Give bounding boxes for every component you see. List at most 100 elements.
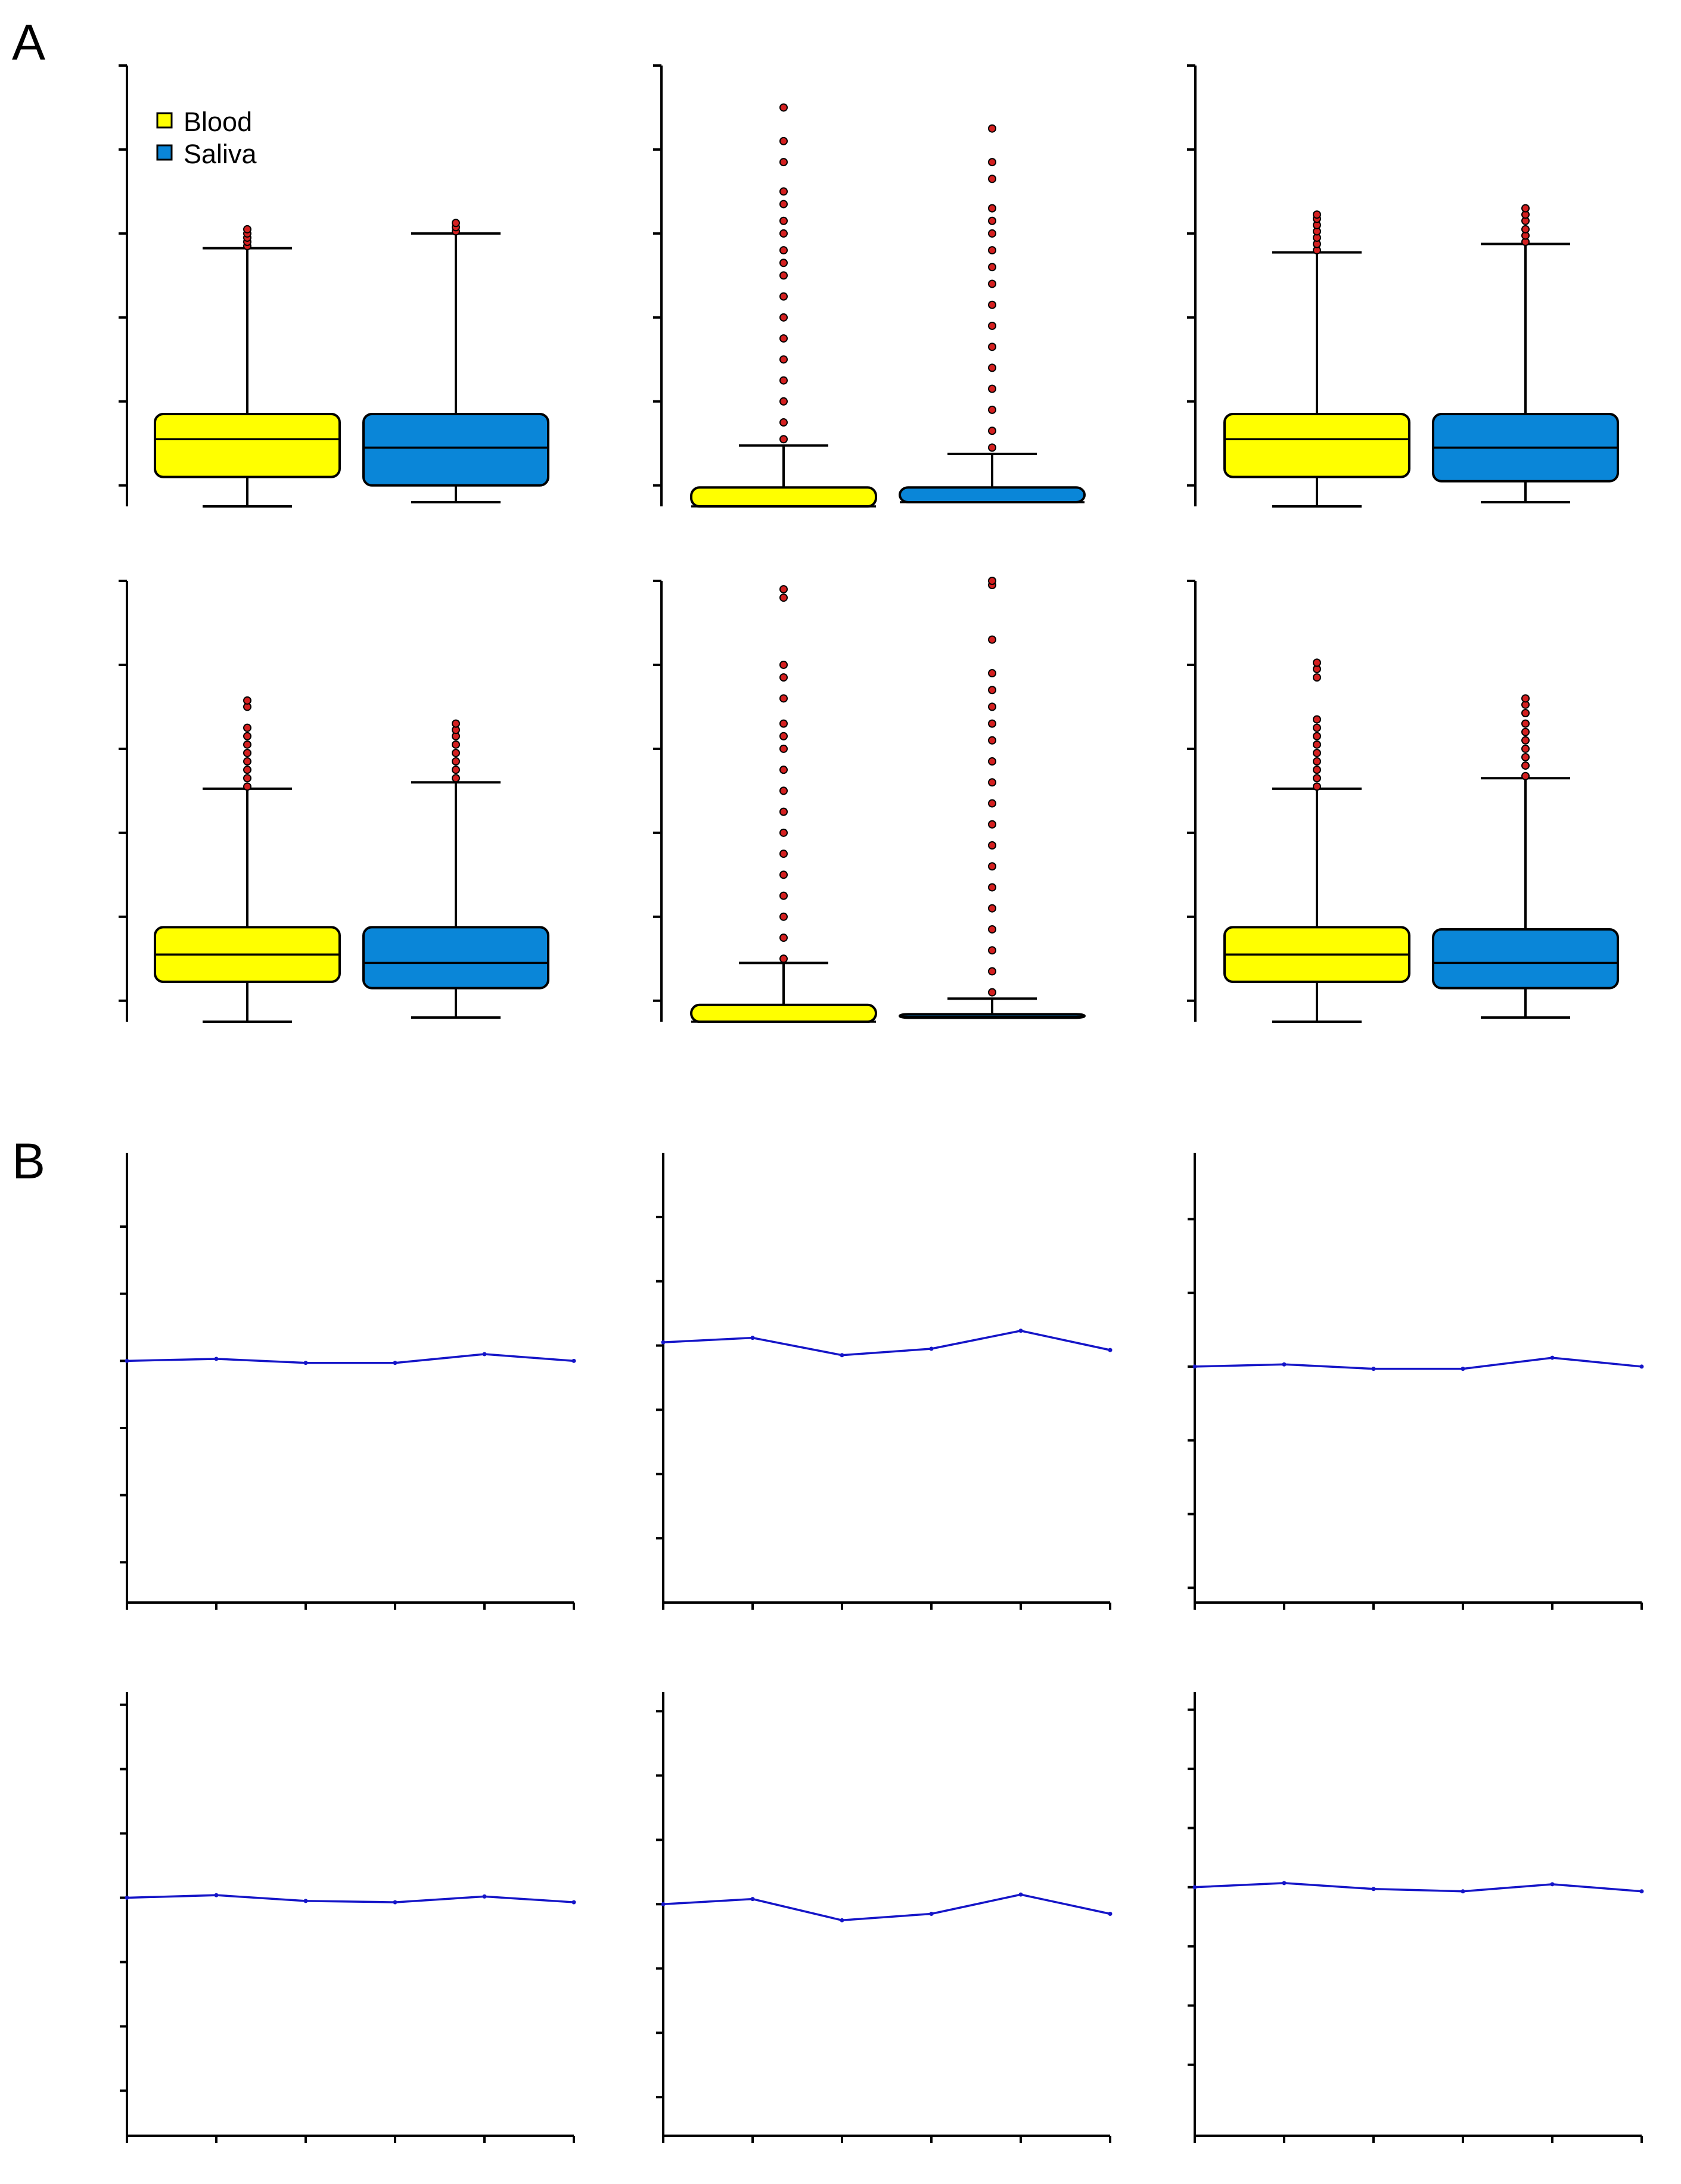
blood-outlier-point: [779, 229, 788, 238]
blood-outlier-point: [1313, 210, 1321, 219]
blood-outlier-point: [779, 766, 788, 774]
saliva-outlier-point: [988, 820, 996, 829]
blood-outlier-point: [779, 435, 788, 444]
panel-letter-a: A: [12, 14, 45, 70]
saliva-outlier-point: [988, 229, 996, 238]
blood-outlier-point: [779, 954, 788, 963]
series-point: [1282, 1881, 1287, 1886]
series-point: [482, 1352, 487, 1357]
chart-b-1-1: [120, 1153, 576, 1610]
series-point: [929, 1346, 934, 1351]
series-point: [1461, 1889, 1465, 1894]
series-point: [929, 1912, 934, 1916]
series-point: [571, 1358, 576, 1363]
saliva-outlier-point: [1521, 225, 1530, 234]
blood-outlier-point: [779, 292, 788, 301]
saliva-outlier-point: [988, 925, 996, 934]
saliva-outlier-point: [988, 736, 996, 745]
series-point: [1550, 1355, 1555, 1360]
series-line: [1194, 1882, 1642, 1893]
blood-outlier-point: [1313, 723, 1321, 732]
blood-outlier-point: [779, 585, 788, 594]
saliva-outlier-point: [988, 343, 996, 351]
series-point: [1192, 1364, 1197, 1369]
series-point: [1550, 1882, 1555, 1887]
saliva-outlier-point: [452, 219, 460, 228]
chart-b-2-3: [1188, 1692, 1644, 2143]
blood-outlier-point: [779, 786, 788, 795]
blood-outlier-point: [779, 334, 788, 343]
blood-outlier-point: [1313, 774, 1321, 783]
blood-outlier-point: [779, 719, 788, 728]
series-line: [126, 1894, 574, 1903]
saliva-outlier-point: [452, 774, 460, 783]
blood-outlier-point: [779, 103, 788, 112]
blood-outlier-point: [779, 807, 788, 816]
series-point: [125, 1896, 129, 1900]
saliva-outlier-point: [988, 443, 996, 452]
blood-outlier-point: [1313, 740, 1321, 749]
blood-outlier-point: [779, 271, 788, 280]
blood-outlier-point: [779, 694, 788, 703]
saliva-outlier-point: [988, 946, 996, 955]
blood-outlier-point: [779, 259, 788, 267]
chart-a-1-3: [1187, 64, 1619, 508]
blood-box: [1223, 412, 1410, 478]
blood-outlier-point: [243, 774, 251, 783]
saliva-box: [1432, 928, 1619, 990]
series-point: [750, 1897, 755, 1902]
saliva-box: [362, 412, 549, 487]
saliva-outlier-point: [988, 321, 996, 330]
saliva-outlier-point: [988, 363, 996, 372]
legend-label-saliva: Saliva: [184, 139, 257, 169]
blood-outlier-point: [779, 187, 788, 196]
saliva-outlier-point: [988, 427, 996, 435]
legend-swatch-blood: [156, 112, 173, 129]
blood-outlier-point: [1313, 732, 1321, 741]
saliva-outlier-point: [1521, 771, 1530, 780]
saliva-outlier-point: [1521, 727, 1530, 736]
series-point: [840, 1918, 844, 1922]
series-line: [126, 1353, 574, 1364]
blood-outlier-point: [779, 934, 788, 942]
blood-outlier-point: [779, 376, 788, 385]
saliva-outlier-point: [452, 757, 460, 766]
saliva-outlier-point: [988, 757, 996, 766]
series-point: [303, 1899, 308, 1903]
legend-label-blood: Blood: [184, 107, 252, 137]
saliva-outlier-point: [988, 702, 996, 711]
chart-a-1-1: [119, 64, 549, 508]
saliva-outlier-point: [988, 988, 996, 997]
saliva-outlier-point: [988, 799, 996, 808]
series-point: [1018, 1329, 1023, 1333]
series-point: [1371, 1887, 1376, 1891]
blood-outlier-point: [243, 732, 251, 741]
blood-outlier-point: [779, 744, 788, 753]
saliva-outlier-point: [988, 883, 996, 892]
saliva-outlier-point: [988, 263, 996, 272]
saliva-outlier-point: [988, 384, 996, 393]
saliva-outlier-point: [988, 577, 996, 585]
series-point: [303, 1361, 308, 1365]
blood-outlier-point: [1313, 757, 1321, 766]
blood-outlier-point: [243, 225, 251, 234]
saliva-outlier-point: [1521, 753, 1530, 761]
chart-a-2-3: [1187, 580, 1619, 1023]
blood-outlier-point: [779, 397, 788, 406]
blood-outlier-point: [779, 136, 788, 145]
blood-outlier-point: [243, 723, 251, 732]
blood-outlier-point: [243, 782, 251, 791]
series-point: [661, 1902, 666, 1906]
saliva-outlier-point: [988, 841, 996, 850]
series-point: [1108, 1348, 1113, 1352]
series-point: [393, 1900, 397, 1905]
saliva-outlier-point: [988, 862, 996, 871]
plots: [119, 64, 1644, 2143]
chart-a-1-2: [653, 64, 1086, 508]
series-line: [663, 1893, 1111, 1922]
series-point: [214, 1357, 219, 1361]
series-point: [750, 1336, 755, 1340]
legend-swatch-saliva: [156, 144, 173, 161]
blood-outlier-point: [243, 696, 251, 705]
blood-outlier-point: [779, 732, 788, 741]
